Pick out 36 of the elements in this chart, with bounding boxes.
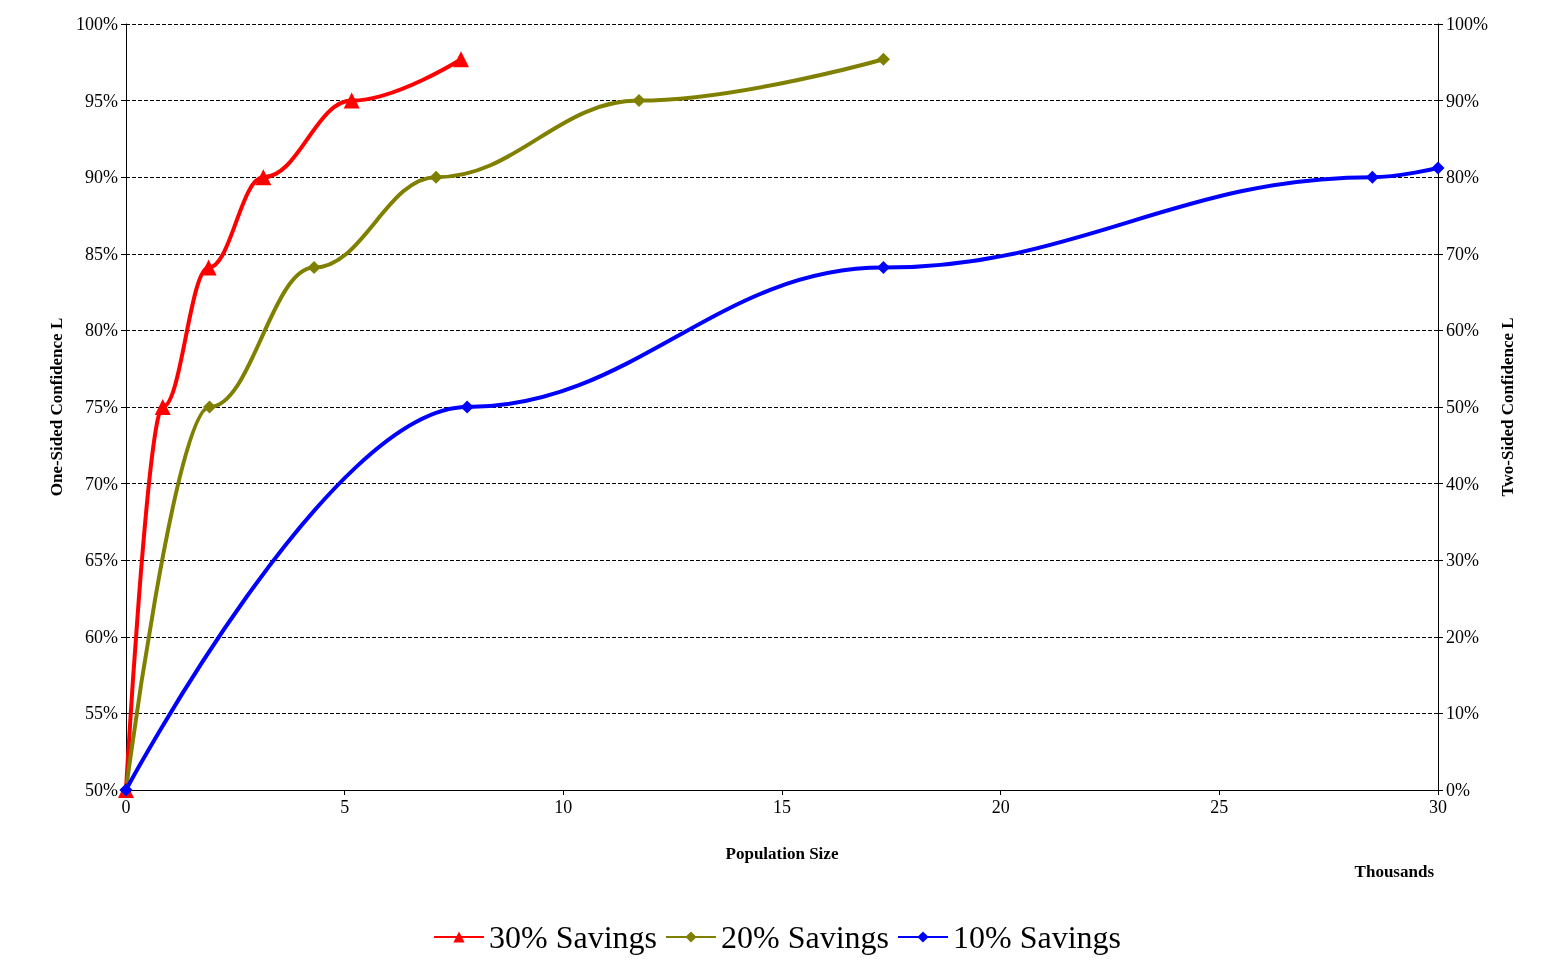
- x-tick-label: 25: [1210, 797, 1229, 817]
- x-tick-label: 30: [1429, 797, 1447, 817]
- y-tick-label: 70%: [85, 473, 118, 494]
- legend-label: 20% Savings: [721, 919, 889, 955]
- legend-label: 30% Savings: [489, 919, 657, 955]
- y-tick-label: 50%: [85, 780, 118, 800]
- y-tick-label: 55%: [85, 703, 118, 724]
- y2-tick-label: 30%: [1446, 550, 1479, 571]
- legend-label: 10% Savings: [953, 919, 1121, 955]
- x-tick-label: 20: [991, 797, 1010, 817]
- y-tick-label: 75%: [85, 397, 118, 417]
- x-tick-label: 0: [121, 797, 131, 817]
- y-tick-label: 95%: [85, 90, 118, 111]
- x-axis-title: Population Size: [725, 844, 839, 863]
- y-tick-label: 65%: [85, 550, 118, 571]
- y2-tick-label: 100%: [1446, 14, 1488, 34]
- y-tick-label: 80%: [85, 320, 118, 341]
- y-tick-label: 90%: [85, 167, 118, 188]
- y2-tick-label: 20%: [1446, 626, 1479, 647]
- y2-tick-label: 90%: [1446, 90, 1479, 111]
- x-tick-label: 10: [554, 797, 573, 817]
- y2-tick-label: 50%: [1446, 397, 1479, 417]
- y-tick-label: 60%: [85, 626, 118, 647]
- x-tick-label: 15: [773, 797, 791, 817]
- text: Thousands: [1354, 862, 1435, 881]
- x-tick-label: 5: [340, 797, 350, 817]
- y2-axis-title: Two-Sided Confidence L: [1497, 317, 1517, 497]
- y2-tick-label: 60%: [1446, 320, 1479, 341]
- y2-tick-label: 10%: [1446, 703, 1479, 724]
- y2-tick-label: 70%: [1446, 243, 1479, 264]
- y-axis-title: One-Sided Confidence L: [47, 317, 67, 497]
- y2-tick-label: 80%: [1446, 167, 1479, 188]
- y2-tick-label: 0%: [1446, 780, 1470, 800]
- y-tick-label: 85%: [85, 243, 118, 264]
- y-tick-label: 100%: [76, 14, 118, 34]
- y2-tick-label: 40%: [1446, 473, 1479, 494]
